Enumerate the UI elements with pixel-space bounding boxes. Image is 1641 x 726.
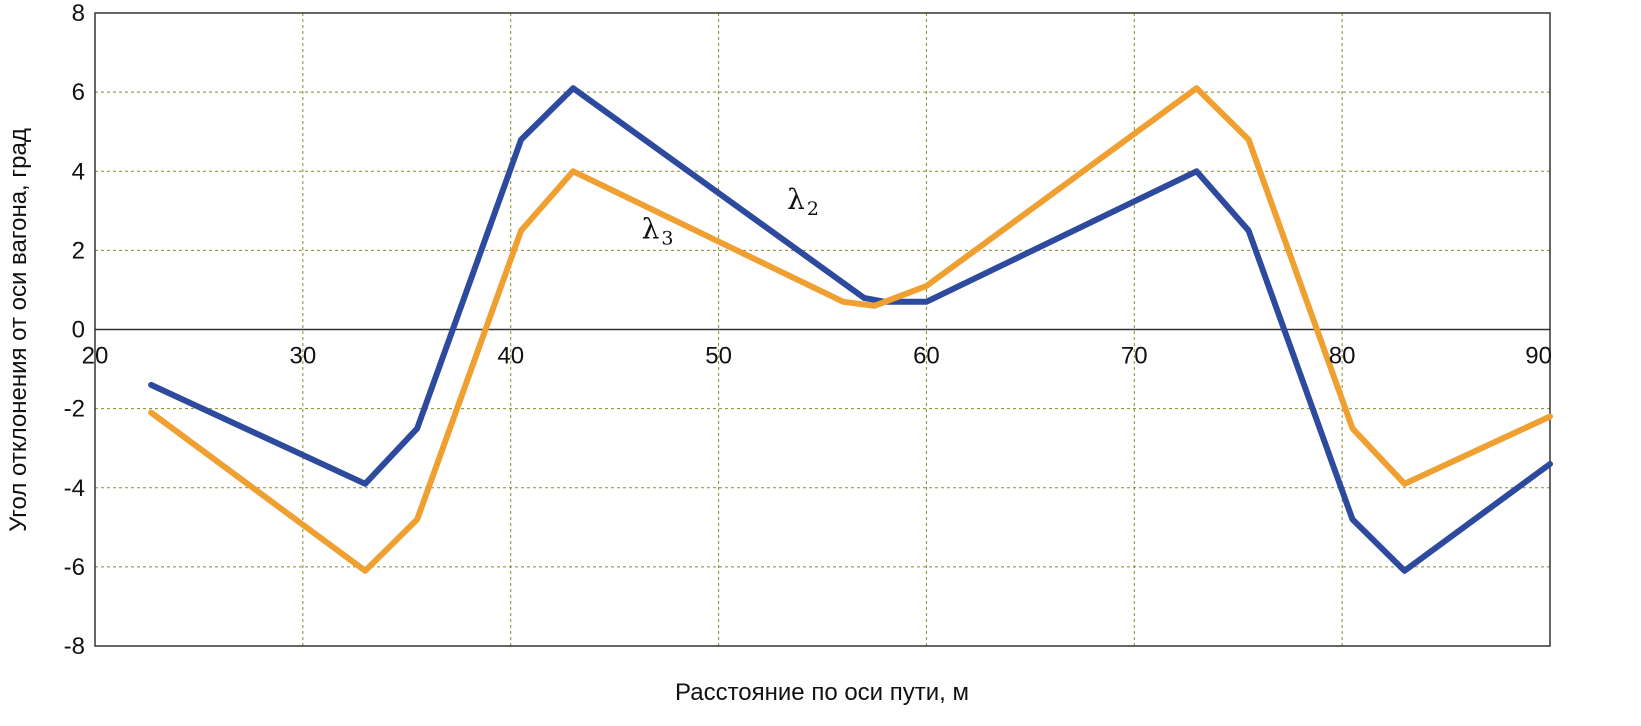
series-line-λ3: [148, 85, 1553, 574]
x-tick-label: 60: [913, 343, 940, 370]
y-tick-label: -4: [64, 475, 85, 502]
y-tick-label: 4: [72, 158, 85, 185]
x-tick-label: 90: [1525, 343, 1552, 370]
y-tick-label: 6: [72, 79, 85, 106]
x-tick-label: 30: [290, 343, 317, 370]
y-tick-label: -6: [64, 554, 85, 581]
y-axis-title: Угол отклонения от оси вагона, град: [5, 128, 32, 532]
x-tick-label: 20: [82, 343, 109, 370]
y-tick-label: -2: [64, 396, 85, 423]
y-tick-label: 0: [72, 317, 85, 344]
y-tick-label: -8: [64, 633, 85, 660]
x-tick-label: 50: [705, 343, 732, 370]
series-annotations: λ 2 λ 3: [642, 183, 819, 250]
grid-lines: [95, 13, 1550, 646]
x-tick-label: 70: [1121, 343, 1148, 370]
y-tick-label: 2: [72, 237, 85, 264]
series-layer: [148, 85, 1553, 574]
x-axis-title: Расстояние по оси пути, м: [675, 679, 969, 706]
y-tick-labels: 8 6 4 2 0 -2 -4 -6 -8: [64, 0, 85, 660]
x-tick-label: 80: [1329, 343, 1356, 370]
y-tick-label: 8: [72, 0, 85, 27]
x-tick-label: 40: [497, 343, 524, 370]
plot-frame: [94, 12, 1551, 647]
x-tick-labels: 20 30 40 50 60 70 80 90: [82, 343, 1552, 370]
